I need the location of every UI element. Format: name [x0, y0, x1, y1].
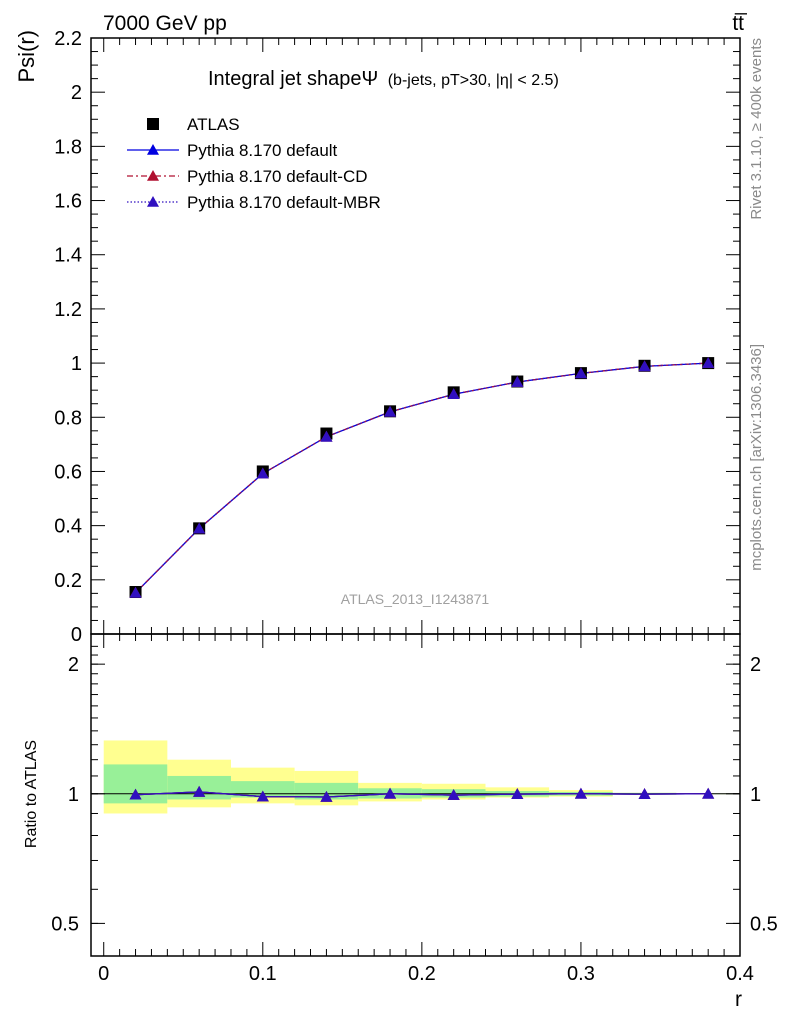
lower-y-axis-label: Ratio to ATLAS [23, 740, 40, 848]
mc-point-2 [320, 430, 333, 442]
plot-title-detail: (b-jets, pT>30, |η| < 2.5) [388, 72, 559, 89]
legend-marker-2 [147, 170, 159, 181]
legend-label: Pythia 8.170 default-MBR [187, 193, 381, 212]
y-tick-label: 2 [68, 654, 79, 676]
ratio-point-2 [193, 785, 206, 797]
ratio-point-2 [320, 790, 333, 802]
rivet-version-label: Rivet 3.1.10, ≥ 400k events [748, 38, 765, 220]
mc-point-2 [384, 405, 397, 417]
ratio-point-2 [574, 787, 587, 799]
ratio-point-2 [447, 789, 460, 800]
legend-marker-1 [147, 144, 159, 155]
y-tick-label: 0.4 [54, 516, 82, 538]
y-tick-label: 2.2 [54, 28, 82, 50]
y-tick-label: 1.6 [54, 191, 82, 213]
y-tick-label: 1.2 [54, 299, 82, 321]
y-tick-label: 0.8 [54, 407, 82, 429]
line-pythia-8-170-default-cd [135, 362, 709, 594]
mc-point-2 [447, 388, 460, 400]
y-tick-label-right: 2 [750, 654, 761, 676]
y-tick-label: 1.8 [54, 136, 82, 158]
ratio-point-2 [129, 788, 142, 800]
mc-point-2 [574, 367, 587, 379]
y-tick-label: 0.5 [51, 913, 79, 935]
ratio-point-2 [511, 788, 524, 799]
ratio-point-2 [638, 788, 651, 799]
series-markers [129, 357, 715, 802]
y-tick-label: 2 [71, 82, 82, 104]
axis-tick-labels: 0 0.1 0.2 0.3 0.4 0 0.2 0.4 0.6 0.8 1 1.2 1.4 1.6 1.8 2… [51, 28, 778, 985]
mc-point-2 [256, 467, 269, 479]
y-tick-label: 0.2 [54, 570, 82, 592]
mc-point-2 [129, 586, 142, 598]
x-tick-label: 0.1 [249, 963, 277, 985]
y-tick-label-right: 0.5 [750, 913, 778, 935]
legend-marker-atlas [147, 118, 159, 130]
mcplots-label: mcplots.cern.ch [arXiv:1306.3436] [748, 344, 765, 571]
y-tick-label: 1.4 [54, 245, 82, 267]
y-tick-label: 0 [71, 624, 82, 646]
plot-title: Integral jet shapeΨ (b-jets, pT>30, |η| … [208, 68, 559, 90]
x-tick-label: 0.2 [408, 963, 436, 985]
ratio-point-2 [256, 790, 269, 802]
mc-point-2 [511, 376, 524, 387]
mc-point-2 [638, 360, 651, 372]
y-tick-label-right: 1 [750, 784, 761, 806]
x-axis-label: r [735, 988, 742, 1011]
plot-title-main: Integral jet shapeΨ [208, 68, 378, 90]
ratio-line-2 [135, 791, 709, 798]
legend-label: ATLAS [187, 115, 240, 134]
ratio-point-2 [702, 787, 715, 799]
lower-panel-frame [90, 633, 741, 957]
upper-y-axis-label: Psi(r) [14, 30, 39, 83]
y-tick-label: 1 [68, 784, 79, 806]
series-lines [91, 362, 740, 798]
analysis-watermark: ATLAS_2013_I1243871 [341, 591, 490, 607]
header-right: tt̅ [732, 12, 748, 35]
line-pythia-8-170-default-mbr [135, 362, 709, 594]
x-tick-label: 0.3 [567, 963, 595, 985]
legend-label: Pythia 8.170 default-CD [187, 167, 368, 186]
line-pythia-8-170-default [135, 362, 709, 594]
legend: ATLAS Pythia 8.170 default Pythia 8.170 de… [127, 115, 381, 212]
ratio-point-2 [384, 787, 397, 799]
legend-label: Pythia 8.170 default [187, 141, 338, 160]
axis-ticks [91, 37, 741, 956]
y-tick-label: 1 [71, 353, 82, 375]
mc-point-2 [193, 522, 206, 534]
mc-point-2 [702, 357, 715, 368]
uncertainty-bands [103, 740, 740, 814]
y-tick-label: 0.6 [54, 461, 82, 483]
header-left: 7000 GeV pp [103, 12, 227, 35]
legend-marker-3 [147, 196, 159, 207]
x-tick-label: 0 [98, 963, 109, 985]
x-tick-label: 0.4 [726, 963, 754, 985]
